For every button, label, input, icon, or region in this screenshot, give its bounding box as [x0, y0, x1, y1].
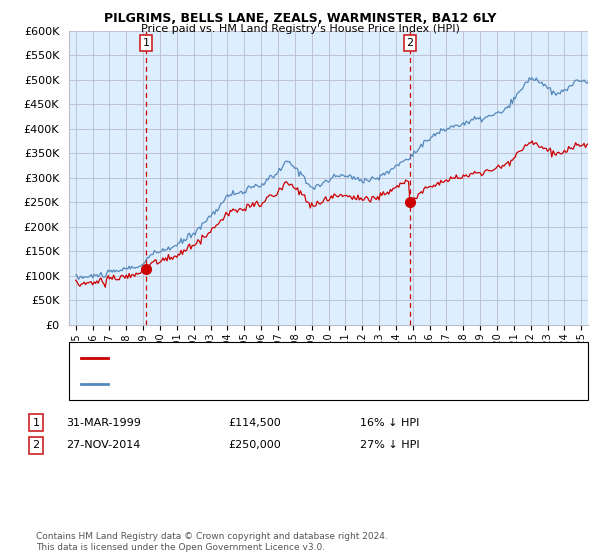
Text: 31-MAR-1999: 31-MAR-1999 — [66, 418, 141, 428]
Text: 2: 2 — [32, 440, 40, 450]
Text: 16% ↓ HPI: 16% ↓ HPI — [360, 418, 419, 428]
Text: PILGRIMS, BELLS LANE, ZEALS, WARMINSTER, BA12 6LY: PILGRIMS, BELLS LANE, ZEALS, WARMINSTER,… — [104, 12, 496, 25]
Text: 1: 1 — [142, 38, 149, 48]
Text: PILGRIMS, BELLS LANE, ZEALS, WARMINSTER,  BA12 6LY (detached house): PILGRIMS, BELLS LANE, ZEALS, WARMINSTER,… — [114, 353, 501, 363]
Text: 2: 2 — [406, 38, 413, 48]
Text: Price paid vs. HM Land Registry's House Price Index (HPI): Price paid vs. HM Land Registry's House … — [140, 24, 460, 34]
Text: Contains HM Land Registry data © Crown copyright and database right 2024.
This d: Contains HM Land Registry data © Crown c… — [36, 532, 388, 552]
Text: £114,500: £114,500 — [228, 418, 281, 428]
Text: HPI: Average price, detached house, Wiltshire: HPI: Average price, detached house, Wilt… — [114, 379, 353, 389]
Text: 27% ↓ HPI: 27% ↓ HPI — [360, 440, 419, 450]
Text: 27-NOV-2014: 27-NOV-2014 — [66, 440, 140, 450]
Text: £250,000: £250,000 — [228, 440, 281, 450]
Text: 1: 1 — [32, 418, 40, 428]
